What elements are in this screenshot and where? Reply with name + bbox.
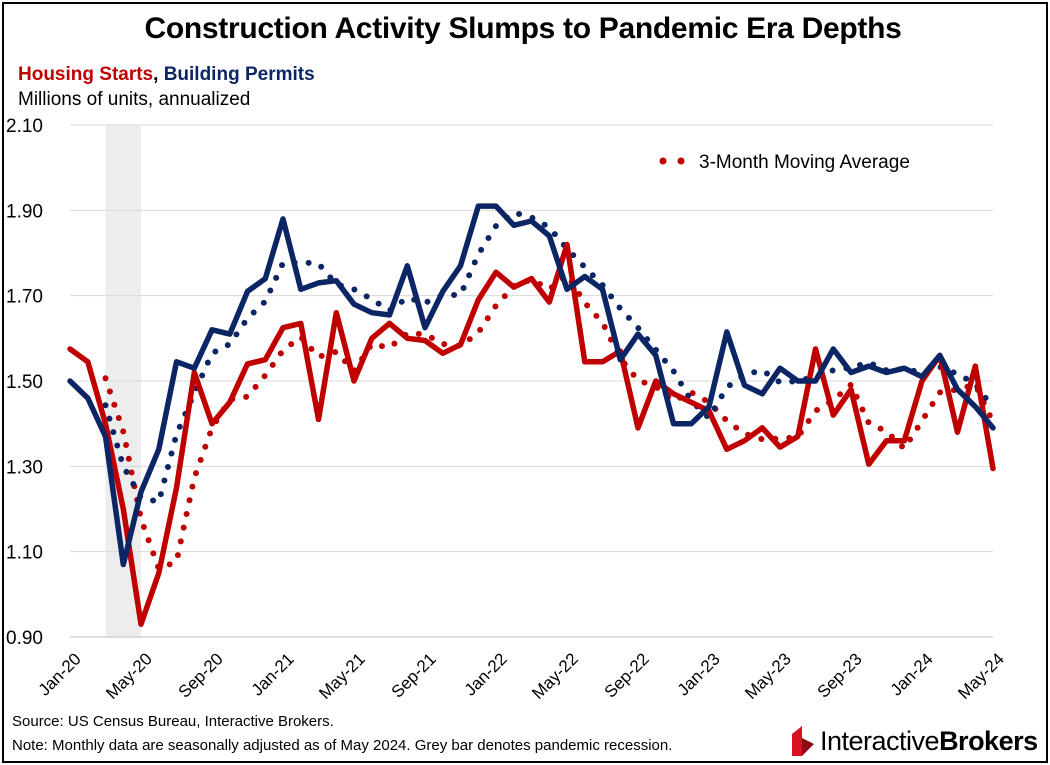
legend-label: 3-Month Moving Average: [699, 152, 910, 173]
y-tick-label: 0.90: [6, 628, 43, 649]
y-tick-label: 1.30: [6, 457, 43, 478]
subtitle-building-permits: Building Permits: [163, 64, 315, 85]
x-tick-label: Jan-24: [887, 649, 937, 699]
subtitle-separator: ,: [153, 64, 164, 85]
units-label: Millions of units, annualized: [18, 89, 251, 110]
series-line-starts: [67, 241, 996, 627]
source-note: Source: US Census Bureau, Interactive Br…: [12, 713, 334, 730]
logo-text-interactive: Interactive: [820, 725, 940, 756]
x-tick-label: Jan-23: [674, 649, 724, 699]
x-tick-label: May-22: [528, 649, 582, 703]
moving-average-permits: [102, 209, 996, 506]
chart-title: Construction Activity Slumps to Pandemic…: [144, 12, 902, 45]
brokers-logo-icon: [792, 726, 814, 756]
series-line-permits: [67, 203, 996, 568]
y-tick-label: 1.10: [6, 543, 43, 564]
x-tick-label: May-24: [954, 649, 1008, 703]
x-tick-label: May-21: [315, 649, 369, 703]
x-tick-label: Sep-20: [175, 649, 227, 701]
y-tick-label: 1.50: [6, 372, 43, 393]
x-tick-label: Jan-22: [461, 649, 511, 699]
x-tick-label: Jan-20: [35, 649, 85, 699]
legend-dot: [659, 157, 667, 165]
legend-dot: [677, 157, 685, 165]
x-tick-label: Jan-21: [248, 649, 298, 699]
y-tick-label: 2.10: [6, 116, 43, 137]
methodology-note: Note: Monthly data are seasonally adjust…: [12, 737, 673, 754]
y-tick-label: 1.90: [6, 201, 43, 222]
interactive-brokers-logo: InteractiveBrokers: [790, 722, 1038, 760]
x-tick-label: Sep-22: [601, 649, 653, 701]
x-tick-label: Sep-21: [388, 649, 440, 701]
x-tick-label: Sep-23: [814, 649, 866, 701]
x-tick-label: May-23: [741, 649, 795, 703]
x-tick-label: May-20: [102, 649, 156, 703]
y-tick-label: 1.70: [6, 287, 43, 308]
subtitle-housing-starts: Housing Starts: [18, 64, 154, 85]
chart-subtitle: Housing Starts, Building Permits: [18, 64, 315, 86]
logo-text-brokers: Brokers: [939, 725, 1038, 756]
